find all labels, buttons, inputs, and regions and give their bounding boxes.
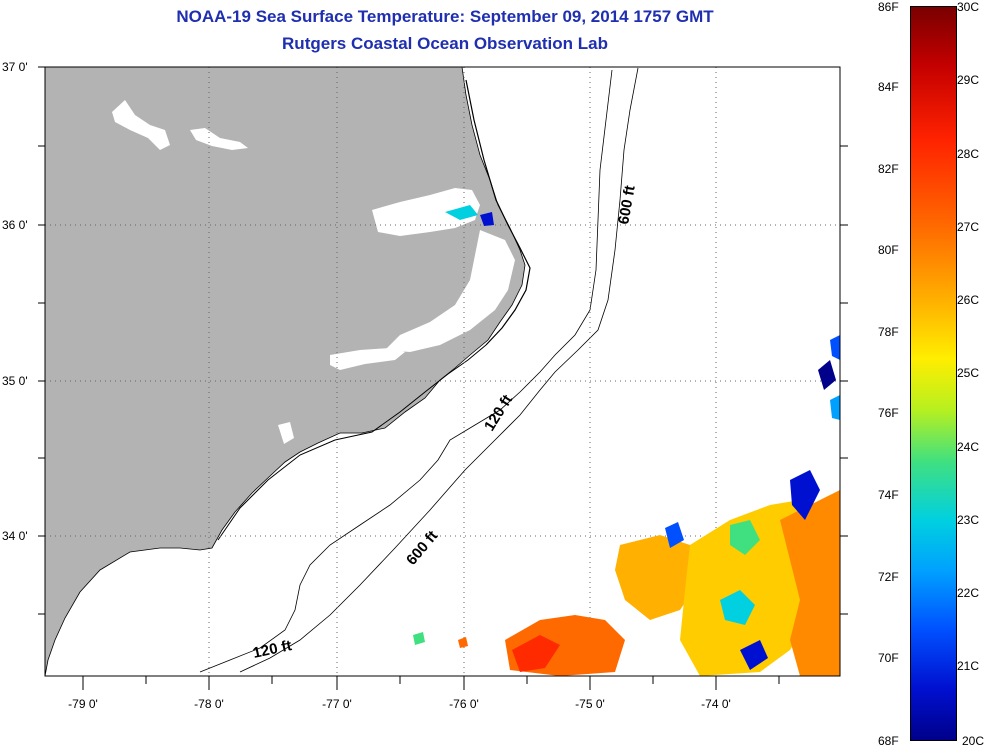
lon-label-79: -79 0'	[68, 697, 98, 711]
colorbar-c-20: 20C	[962, 734, 985, 748]
colorbar-c-27: 27C	[957, 220, 980, 234]
southern-coast-barrier	[217, 344, 487, 541]
lat-label-36: 36 0'	[2, 218, 28, 232]
colorbar-c-26: 26C	[957, 293, 980, 307]
colorbar-f-86: 86F	[878, 0, 899, 14]
colorbar-c-30: 30C	[957, 0, 980, 14]
x-axis-ticks	[82, 676, 780, 690]
colorbar-f-78: 78F	[878, 325, 899, 339]
colorbar-f-68: 68F	[878, 734, 899, 748]
lon-label-77: -77 0'	[322, 697, 352, 711]
isobath-label-600ft-upper: 600 ft	[615, 184, 639, 226]
temperature-colorbar	[910, 6, 957, 741]
colorbar-f-80: 80F	[878, 243, 899, 257]
colorbar-f-74: 74F	[878, 488, 899, 502]
lat-label-37: 37 0'	[2, 60, 28, 74]
inland-lake-1	[112, 100, 170, 150]
pamlico-river	[330, 348, 405, 370]
outer-banks	[465, 79, 531, 346]
colorbar-f-82: 82F	[878, 162, 899, 176]
inland-lake-2	[190, 128, 248, 150]
colorbar-c-28: 28C	[957, 147, 980, 161]
lon-label-74: -74 0'	[701, 697, 731, 711]
colorbar-c-22: 22C	[957, 586, 980, 600]
sst-data-patches	[413, 205, 840, 676]
albemarle-sound	[372, 188, 480, 236]
lat-label-34: 34 0'	[2, 529, 28, 543]
lon-label-78: -78 0'	[194, 697, 224, 711]
colorbar-f-84: 84F	[878, 80, 899, 94]
colorbar-c-23: 23C	[957, 513, 980, 527]
isobath-600ft	[239, 67, 639, 673]
map-subtitle: Rutgers Coastal Ocean Observation Lab	[282, 34, 608, 53]
colorbar-c-29: 29C	[957, 73, 980, 87]
y-axis-ticks	[38, 66, 848, 615]
map-title: NOAA-19 Sea Surface Temperature: Septemb…	[176, 7, 714, 26]
map-frame	[44, 66, 841, 677]
colorbar-f-76: 76F	[878, 406, 899, 420]
inland-lake-3	[278, 422, 294, 444]
colorbar-c-21: 21C	[957, 659, 980, 673]
isobath-120ft	[199, 69, 613, 673]
pamlico-sound	[385, 230, 515, 352]
colorbar-f-72: 72F	[878, 570, 899, 584]
colorbar-c-24: 24C	[957, 440, 980, 454]
colorbar-f-70: 70F	[878, 651, 899, 665]
colorbar-c-25: 25C	[957, 366, 980, 380]
lon-label-75: -75 0'	[575, 697, 605, 711]
lat-label-35: 35 0'	[2, 374, 28, 388]
lon-label-76: -76 0'	[449, 697, 479, 711]
